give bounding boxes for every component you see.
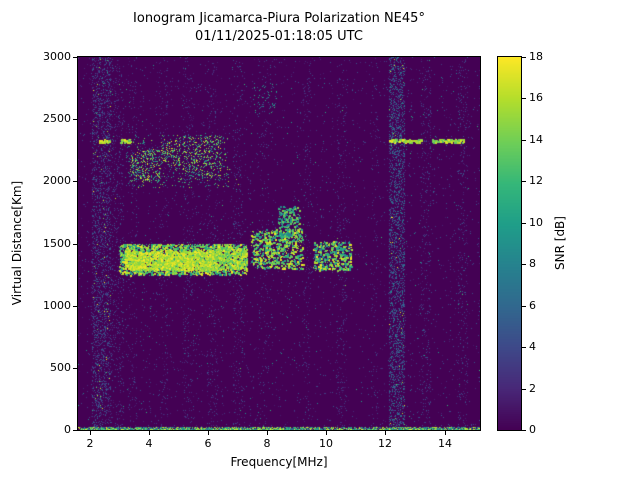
y-tick-mark xyxy=(73,244,77,245)
y-tick-mark xyxy=(73,430,77,431)
y-tick-label: 500 xyxy=(50,361,71,374)
y-tick-label: 2500 xyxy=(43,112,71,125)
y-tick-label: 2000 xyxy=(43,174,71,187)
x-tick-mark xyxy=(385,431,386,435)
y-tick-mark xyxy=(73,306,77,307)
y-tick-mark xyxy=(73,57,77,58)
colorbar-tick-mark xyxy=(522,181,526,182)
colorbar-tick-mark xyxy=(522,264,526,265)
x-tick-label: 4 xyxy=(145,437,153,450)
colorbar-label: SNR [dB] xyxy=(553,216,567,270)
colorbar-tick-label: 14 xyxy=(529,133,543,146)
x-tick-label: 6 xyxy=(204,437,212,450)
colorbar-tick-mark xyxy=(522,223,526,224)
x-tick-label: 10 xyxy=(319,437,333,450)
x-tick-mark xyxy=(90,431,91,435)
y-tick-mark xyxy=(73,119,77,120)
y-tick-label: 3000 xyxy=(43,50,71,63)
colorbar xyxy=(497,56,522,431)
colorbar-tick-mark xyxy=(522,389,526,390)
colorbar-tick-mark xyxy=(522,306,526,307)
x-tick-mark xyxy=(326,431,327,435)
colorbar-tick-label: 8 xyxy=(529,257,536,270)
x-tick-mark xyxy=(208,431,209,435)
colorbar-tick-mark xyxy=(522,98,526,99)
colorbar-tick-label: 2 xyxy=(529,382,536,395)
x-tick-label: 8 xyxy=(263,437,271,450)
colorbar-tick-mark xyxy=(522,140,526,141)
chart-subtitle-timestamp: 01/11/2025-01:18:05 UTC xyxy=(195,29,363,44)
plot-area xyxy=(77,56,481,431)
ionogram-heatmap xyxy=(78,57,480,430)
colorbar-tick-label: 12 xyxy=(529,174,543,187)
y-tick-label: 1500 xyxy=(43,237,71,250)
x-axis-label: Frequency[MHz] xyxy=(230,455,328,469)
colorbar-tick-label: 10 xyxy=(529,216,543,229)
colorbar-tick-label: 6 xyxy=(529,299,536,312)
x-tick-mark xyxy=(267,431,268,435)
colorbar-tick-label: 16 xyxy=(529,91,543,104)
x-tick-label: 12 xyxy=(378,437,392,450)
y-tick-label: 0 xyxy=(64,423,71,436)
x-tick-mark xyxy=(149,431,150,435)
y-axis-label: Virtual Distance[Km] xyxy=(10,180,24,306)
y-tick-label: 1000 xyxy=(43,299,71,312)
colorbar-tick-label: 18 xyxy=(529,50,543,63)
colorbar-tick-mark xyxy=(522,347,526,348)
colorbar-tick-mark xyxy=(522,430,526,431)
y-tick-mark xyxy=(73,181,77,182)
x-tick-label: 14 xyxy=(438,437,452,450)
y-tick-mark xyxy=(73,368,77,369)
x-tick-label: 2 xyxy=(86,437,94,450)
colorbar-tick-label: 0 xyxy=(529,423,536,436)
colorbar-tick-mark xyxy=(522,57,526,58)
chart-title: Ionogram Jicamarca-Piura Polarization NE… xyxy=(133,11,425,26)
x-tick-mark xyxy=(445,431,446,435)
colorbar-gradient xyxy=(498,57,521,430)
colorbar-tick-label: 4 xyxy=(529,340,536,353)
